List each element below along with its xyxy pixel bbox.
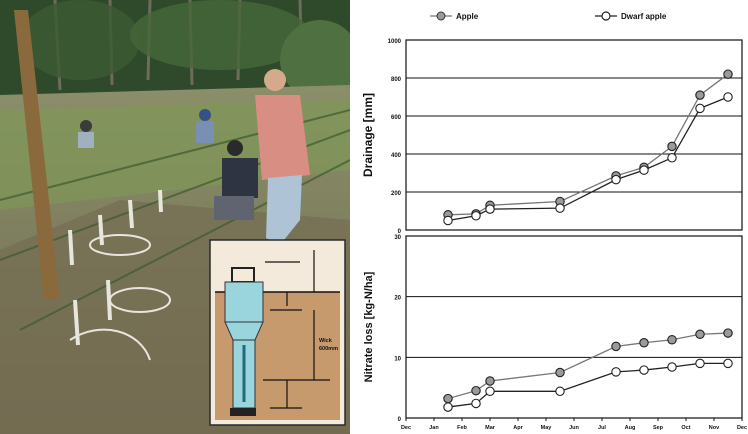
legend-item-apple: Apple [430,11,479,21]
data-point-apple [667,141,677,152]
data-point-dwarf-apple [639,365,649,375]
x-tick-label: Jan [429,425,439,431]
x-tick-label: Mar [485,425,496,431]
data-point-apple [555,367,565,378]
y-tick-label: 10 [394,356,401,362]
legend-item-dwarf-apple: Dwarf apple [595,11,667,21]
data-point-apple [471,385,481,396]
hoses [69,234,171,361]
data-point-apple [667,334,677,345]
data-point-dwarf-apple [611,174,621,185]
inset-label-wick: Wick [319,338,333,344]
x-tick-label: Jun [569,425,579,431]
x-tick-label: Feb [457,425,467,431]
y-tick-label: 600 [391,115,402,121]
x-tick-label: Sep [653,425,664,431]
data-point-dwarf-apple [443,402,453,412]
data-point-dwarf-apple [667,153,677,163]
y-tick-label: 0 [398,229,402,235]
data-point-dwarf-apple [485,204,495,214]
data-point-dwarf-apple [611,367,621,377]
people [78,69,310,245]
data-point-apple [485,376,495,386]
inset-label-depth: 600mm [319,346,338,352]
data-point-dwarf-apple [723,92,733,102]
legend-label-dwarf-apple: Dwarf apple [621,12,667,21]
y-tick-label: 1000 [388,39,402,45]
y-tick-label: 20 [394,296,401,302]
wooden-post [14,10,60,300]
y-tick-label: 200 [391,191,402,197]
data-point-dwarf-apple [471,398,481,409]
x-tick-label: Nov [709,425,720,431]
chart-legend: Apple Dwarf apple [430,11,667,21]
field-photo: Wick 600mm [0,0,350,434]
nitrate-y-axis-label: Nitrate loss [kg-N/ha] [363,271,375,382]
x-tick-label: Oct [681,425,690,431]
data-point-dwarf-apple [485,386,495,397]
data-point-dwarf-apple [695,358,705,369]
data-point-dwarf-apple [639,165,649,175]
x-tick-label: Jul [598,425,606,431]
nitrate-plot-area [405,235,743,419]
data-point-apple [723,69,733,79]
y-tick-label: 800 [391,77,402,83]
x-tick-label: May [541,425,553,431]
y-tick-label: 0 [398,417,402,423]
tree-guards [68,189,163,346]
x-tick-label: Dec [401,425,411,431]
drainage-chart: 0 200 400 600 800 1000 Drainage [mm] [361,39,743,235]
data-point-dwarf-apple [667,362,677,372]
data-point-apple [639,338,649,348]
lysimeter-diagram: Wick 600mm [209,239,346,426]
x-tick-label: Dec [737,425,747,431]
x-tick-label: Apr [513,425,523,431]
data-point-dwarf-apple [695,103,705,114]
data-point-apple [695,90,705,100]
data-point-dwarf-apple [723,358,733,369]
data-point-apple [443,393,453,404]
y-tick-label: 400 [391,153,402,159]
x-tick-label: Aug [625,425,636,431]
data-point-dwarf-apple [443,215,453,226]
legend-label-apple: Apple [456,12,479,21]
data-point-apple [723,328,733,338]
data-point-dwarf-apple [555,386,565,397]
drainage-y-axis-label: Drainage [mm] [361,93,375,177]
y-tick-label: 30 [394,235,401,241]
data-point-dwarf-apple [555,203,565,213]
data-point-dwarf-apple [471,211,481,221]
drainage-plot-area [405,39,743,231]
data-point-apple [695,329,705,340]
nitrate-chart: 0 10 20 30 Dec Jan Feb Mar Apr May Jun Jul Aug Sep Oct… [363,235,747,431]
data-point-apple [611,341,621,352]
